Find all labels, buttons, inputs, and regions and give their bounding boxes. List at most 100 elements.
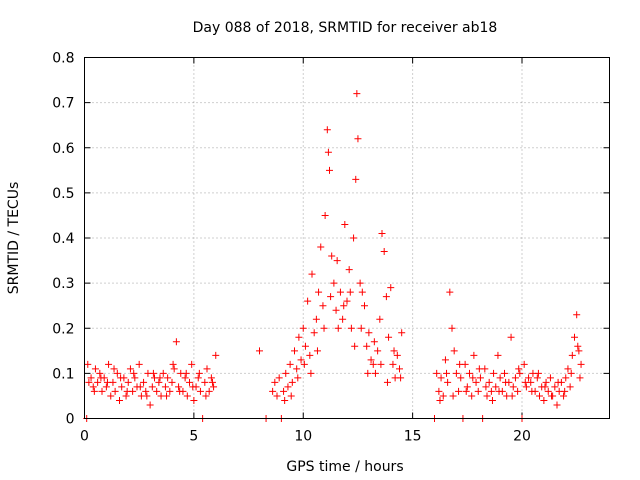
data-point xyxy=(84,360,92,368)
data-point xyxy=(161,383,169,391)
data-point xyxy=(169,360,177,368)
data-point xyxy=(131,374,139,382)
x-tick-label: 20 xyxy=(513,429,531,445)
data-point xyxy=(378,229,386,237)
data-point xyxy=(468,392,476,400)
data-point xyxy=(310,329,318,337)
data-point xyxy=(294,374,302,382)
data-point xyxy=(382,293,390,301)
data-point xyxy=(163,392,171,400)
data-point xyxy=(333,257,341,265)
data-point xyxy=(301,342,309,350)
data-point xyxy=(542,378,550,386)
data-point xyxy=(488,396,496,404)
data-point xyxy=(186,378,193,386)
data-point xyxy=(170,365,178,373)
data-point xyxy=(463,383,471,391)
data-point xyxy=(326,166,333,174)
data-point xyxy=(487,387,495,395)
data-point xyxy=(469,374,477,382)
data-point xyxy=(315,288,323,296)
data-point xyxy=(374,347,382,355)
y-tick-label: 0 xyxy=(66,412,75,428)
data-point xyxy=(291,347,298,355)
data-point xyxy=(195,369,203,377)
data-point xyxy=(482,383,490,391)
data-point xyxy=(172,338,180,346)
data-point xyxy=(126,365,134,373)
data-point xyxy=(203,365,211,373)
data-point xyxy=(496,374,504,382)
data-point xyxy=(387,284,395,292)
data-point xyxy=(509,383,517,391)
data-point xyxy=(508,392,516,400)
data-point xyxy=(205,387,213,395)
data-point xyxy=(380,248,388,256)
data-point xyxy=(525,374,533,382)
data-point xyxy=(317,243,325,251)
data-point xyxy=(356,279,364,287)
data-point xyxy=(560,392,568,400)
data-point xyxy=(364,369,372,377)
data-point xyxy=(573,311,581,319)
data-point xyxy=(528,387,536,395)
data-point xyxy=(358,288,366,296)
data-point xyxy=(472,378,480,386)
data-point xyxy=(102,383,110,391)
data-point xyxy=(450,347,458,355)
data-point xyxy=(304,297,312,305)
data-point xyxy=(548,392,556,400)
data-point xyxy=(142,387,150,395)
data-point xyxy=(135,360,143,368)
data-point xyxy=(182,369,190,377)
data-point xyxy=(271,378,279,386)
data-point xyxy=(345,266,353,274)
data-point xyxy=(202,392,210,400)
data-point xyxy=(398,329,406,337)
data-point xyxy=(546,374,554,382)
plot-area-border xyxy=(84,57,610,419)
data-point xyxy=(511,374,519,382)
data-point xyxy=(541,383,549,391)
y-tick-label: 0.3 xyxy=(52,276,74,292)
data-point xyxy=(490,369,498,377)
data-point xyxy=(341,220,349,228)
y-tick-label: 0.4 xyxy=(52,231,74,247)
data-point xyxy=(371,369,379,377)
data-point xyxy=(357,324,365,332)
data-point xyxy=(554,378,562,386)
data-point xyxy=(339,315,347,323)
data-point xyxy=(164,374,172,382)
data-point xyxy=(485,378,493,386)
data-point xyxy=(514,387,522,395)
data-point xyxy=(91,365,99,373)
data-point xyxy=(439,392,447,400)
data-point xyxy=(474,387,482,395)
data-point xyxy=(340,302,348,310)
chart-title: Day 088 of 2018, SRMTID for receiver ab1… xyxy=(193,20,498,36)
data-point xyxy=(495,387,503,395)
data-point xyxy=(297,356,305,364)
data-point xyxy=(208,378,216,386)
data-point xyxy=(385,333,393,341)
data-point xyxy=(377,360,385,368)
data-point xyxy=(96,369,104,377)
data-point xyxy=(111,387,119,395)
data-point xyxy=(155,378,163,386)
data-points xyxy=(83,90,585,422)
data-point xyxy=(330,279,338,287)
data-point xyxy=(456,360,464,368)
data-point xyxy=(551,383,559,391)
data-point xyxy=(575,347,583,355)
data-point xyxy=(212,351,220,359)
data-point xyxy=(446,288,454,296)
data-point xyxy=(507,333,515,341)
data-point xyxy=(441,356,449,364)
data-point xyxy=(397,374,405,382)
data-point xyxy=(515,365,523,373)
data-point xyxy=(194,374,202,382)
x-tick-label: 15 xyxy=(404,429,422,445)
data-point xyxy=(564,365,572,373)
data-point xyxy=(275,374,283,382)
